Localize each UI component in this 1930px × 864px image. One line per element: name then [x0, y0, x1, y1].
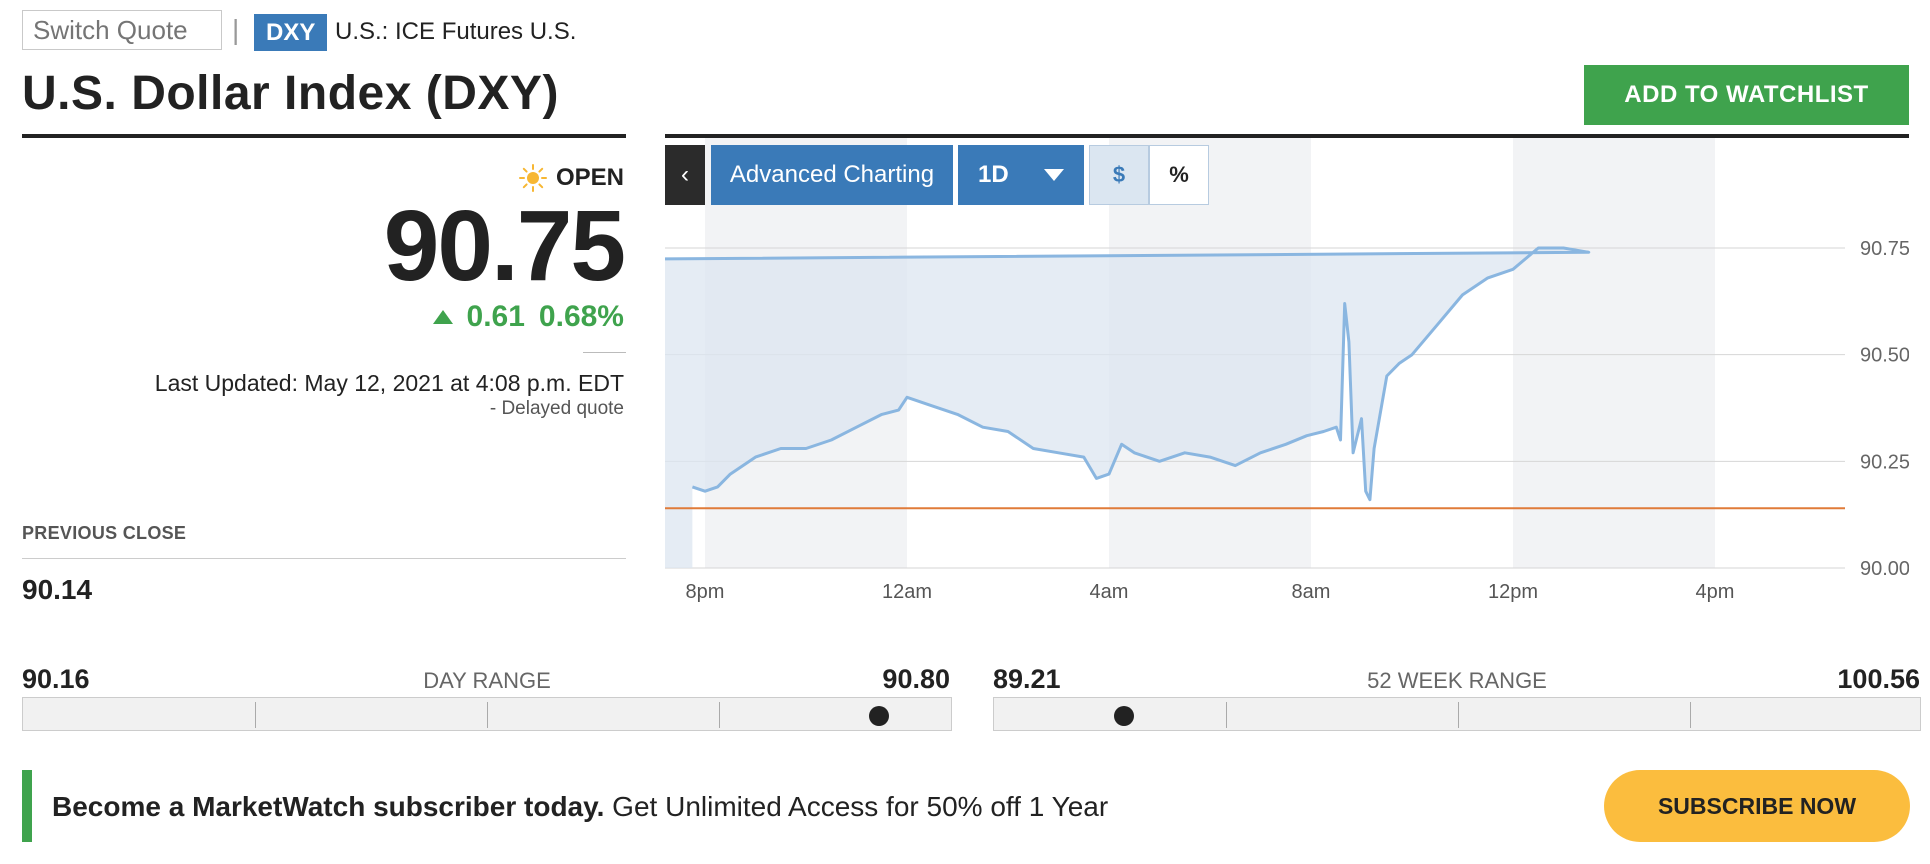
delayed-quote-note: - Delayed quote	[489, 398, 624, 419]
advanced-charting-button[interactable]: Advanced Charting	[711, 145, 953, 205]
week52-range-bar	[993, 697, 1921, 731]
previous-close-label: PREVIOUS CLOSE	[22, 523, 187, 543]
y-tick-label: 90.00	[1860, 558, 1909, 580]
chart-divider	[665, 134, 1909, 138]
day-range-high: 90.80	[882, 664, 950, 694]
x-tick-label: 8pm	[686, 581, 725, 603]
y-tick-label: 90.25	[1860, 451, 1909, 473]
x-tick-label: 4pm	[1696, 581, 1735, 603]
x-tick-label: 4am	[1090, 581, 1129, 603]
last-price: 90.75	[383, 190, 626, 302]
time-band	[1513, 138, 1715, 568]
interval-value: 1D	[978, 161, 1009, 188]
add-to-watchlist-button[interactable]: ADD TO WATCHLIST	[1584, 65, 1909, 125]
previous-close-value: 90.14	[22, 574, 93, 605]
change-percent: 0.68%	[538, 300, 624, 333]
change-points: 0.61	[466, 300, 525, 333]
title-divider	[22, 134, 626, 138]
y-tick-label: 90.75	[1860, 238, 1909, 260]
sun-icon	[518, 164, 547, 192]
range-tick	[719, 702, 720, 728]
week52-range-low: 89.21	[993, 664, 1061, 694]
up-arrow-icon	[432, 310, 453, 324]
banner-accent	[22, 770, 32, 842]
price-line	[665, 246, 1591, 502]
range-tick	[1226, 702, 1227, 728]
banner-offer: Get Unlimited Access for 50% off 1 Year	[604, 791, 1109, 822]
day-range-marker	[868, 706, 889, 726]
day-range-label: DAY RANGE	[423, 668, 551, 693]
interval-dropdown[interactable]: 1D	[958, 145, 1084, 205]
range-tick	[1458, 702, 1459, 728]
exchange-label: U.S.: ICE Futures U.S.	[335, 18, 577, 45]
week52-range-label: 52 WEEK RANGE	[1367, 668, 1547, 693]
day-range-low: 90.16	[22, 664, 90, 694]
week52-range-high: 100.56	[1837, 664, 1920, 694]
market-status: OPEN	[518, 163, 624, 193]
x-tick-label: 12am	[882, 581, 932, 603]
intraday-chart[interactable]: 8pm 12am 4am 8am 12pm 4pm 90.00 90.25 90.50 90.7…	[665, 138, 1909, 608]
caret-down-icon	[1044, 169, 1064, 181]
subscribe-now-button[interactable]: SUBSCRIBE NOW	[1604, 770, 1910, 842]
subscribe-banner: Become a MarketWatch subscriber today. G…	[52, 791, 1108, 823]
day-range-bar	[22, 697, 952, 731]
percent-mode-toggle[interactable]: %	[1149, 145, 1209, 205]
change-divider	[583, 352, 626, 353]
range-tick	[1690, 702, 1691, 728]
x-tick-label: 8am	[1292, 581, 1331, 603]
range-tick	[255, 702, 256, 728]
price-area	[665, 248, 1589, 568]
previous-close-divider	[22, 558, 626, 559]
dollar-mode-toggle[interactable]: $	[1089, 145, 1149, 205]
week52-range-marker	[1113, 706, 1134, 726]
banner-headline: Become a MarketWatch subscriber today.	[52, 791, 605, 822]
chevron-left-icon: ‹	[681, 161, 689, 188]
last-updated: Last Updated: May 12, 2021 at 4:08 p.m. …	[154, 370, 624, 396]
x-tick-label: 12pm	[1488, 581, 1538, 603]
switch-quote-input[interactable]	[22, 10, 222, 50]
collapse-chart-button[interactable]: ‹	[665, 145, 705, 205]
range-tick	[487, 702, 488, 728]
symbol-badge: DXY	[254, 14, 328, 51]
market-status-label: OPEN	[555, 164, 624, 191]
y-tick-label: 90.50	[1860, 345, 1909, 367]
header-separator: |	[232, 14, 240, 45]
page-title: U.S. Dollar Index (DXY)	[22, 67, 559, 120]
price-change: 0.61 0.68%	[432, 300, 624, 334]
